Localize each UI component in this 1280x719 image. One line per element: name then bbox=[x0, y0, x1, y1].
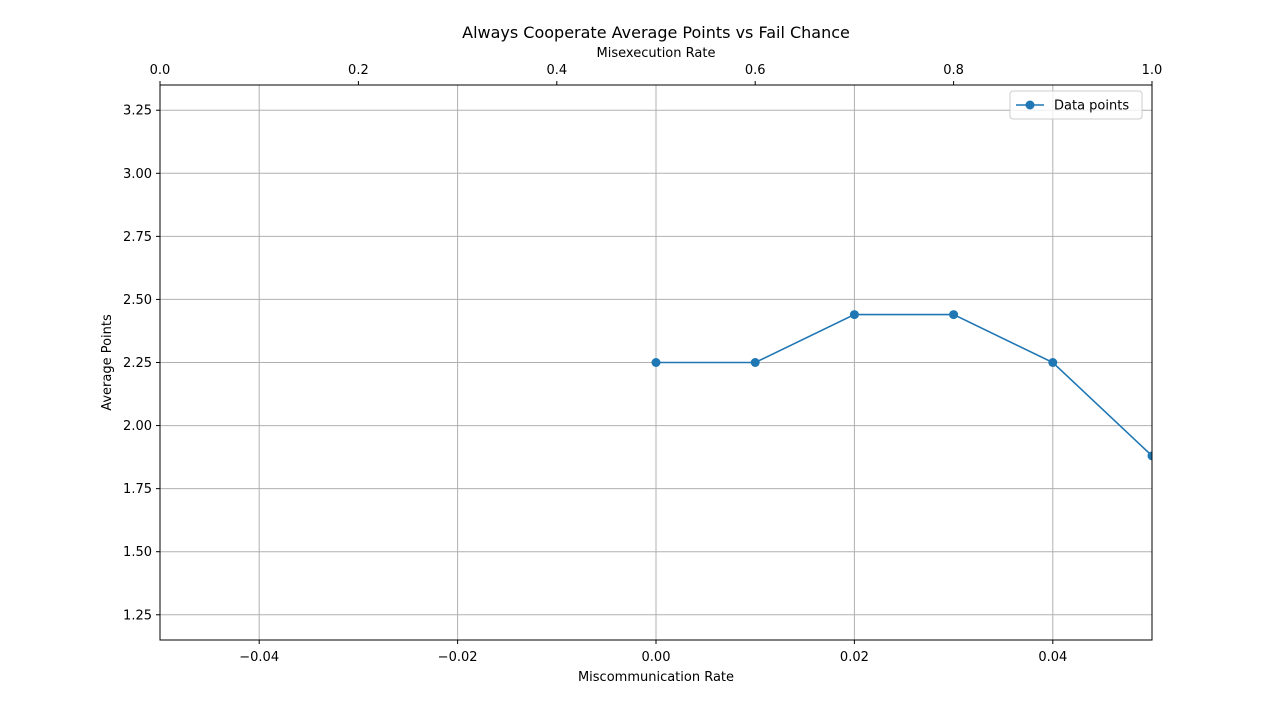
top-x-tick-label: 0.2 bbox=[348, 63, 369, 78]
top-x-axis: 0.0 0.2 0.4 0.6 0.8 1.0 bbox=[150, 63, 1163, 85]
top-x-axis-label: Misexecution Rate bbox=[597, 46, 716, 61]
data-point bbox=[750, 358, 760, 367]
x-tick-label: −0.02 bbox=[438, 650, 478, 665]
y-tick-label: 1.25 bbox=[123, 608, 152, 623]
legend-label: Data points bbox=[1054, 99, 1129, 114]
y-tick-label: 3.00 bbox=[123, 167, 152, 182]
x-tick-label: 0.04 bbox=[1038, 650, 1067, 665]
top-x-tick-label: 0.0 bbox=[150, 63, 171, 78]
y-tick-label: 2.00 bbox=[123, 419, 152, 434]
y-axis: 1.25 1.50 1.75 2.00 2.25 2.50 2.75 3.00 3.25 bbox=[123, 104, 160, 623]
legend-marker-swatch bbox=[1025, 100, 1035, 110]
y-tick-label: 2.50 bbox=[123, 293, 152, 308]
top-x-tick-label: 0.6 bbox=[745, 63, 766, 78]
y-tick-label: 1.75 bbox=[123, 482, 152, 497]
y-tick-label: 2.75 bbox=[123, 230, 152, 245]
top-x-tick-label: 0.4 bbox=[546, 63, 567, 78]
data-point bbox=[1048, 358, 1058, 367]
y-tick-label: 2.25 bbox=[123, 356, 152, 371]
series-layer bbox=[651, 310, 1152, 461]
x-tick-label: −0.04 bbox=[239, 650, 279, 665]
data-point bbox=[651, 358, 661, 367]
data-point bbox=[849, 310, 859, 320]
series-data-points bbox=[651, 310, 1152, 461]
data-point bbox=[1147, 451, 1152, 461]
legend: Data points bbox=[1009, 90, 1143, 120]
series-line bbox=[656, 313, 1152, 457]
top-x-tick-label: 0.8 bbox=[943, 63, 964, 78]
y-axis-label: Average Points bbox=[100, 314, 115, 411]
x-tick-label: 0.00 bbox=[642, 650, 671, 665]
chart-title: Always Cooperate Average Points vs Fail … bbox=[462, 23, 850, 42]
legend-box bbox=[1009, 90, 1143, 120]
bottom-x-axis: −0.04 −0.02 0.00 0.02 0.04 bbox=[239, 640, 1067, 665]
y-tick-label: 1.50 bbox=[123, 545, 152, 560]
y-tick-label: 3.25 bbox=[123, 104, 152, 119]
grid bbox=[160, 85, 1152, 640]
top-x-tick-label: 1.0 bbox=[1142, 63, 1163, 78]
x-tick-label: 0.02 bbox=[840, 650, 869, 665]
data-point bbox=[949, 310, 959, 320]
x-axis-label: Miscommunication Rate bbox=[578, 670, 734, 685]
